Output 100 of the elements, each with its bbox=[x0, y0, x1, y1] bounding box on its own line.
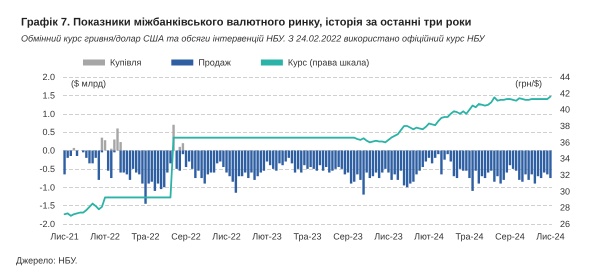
chart-title: Графік 7. Показники міжбанківського валютного ринку, історія за останні три роки bbox=[21, 16, 472, 28]
bar bbox=[272, 150, 274, 169]
bar bbox=[462, 150, 464, 171]
bar bbox=[353, 150, 356, 182]
bar bbox=[430, 150, 434, 164]
bar bbox=[328, 150, 331, 173]
y2-tick-label: 40 bbox=[560, 104, 570, 115]
bar bbox=[546, 150, 549, 174]
bar bbox=[350, 150, 352, 184]
bar bbox=[284, 150, 287, 162]
bar bbox=[212, 150, 216, 173]
bar bbox=[344, 150, 346, 174]
bar bbox=[175, 150, 178, 169]
bar bbox=[396, 150, 400, 180]
y-tick-label: 1.5 bbox=[42, 90, 55, 100]
bar bbox=[422, 150, 424, 168]
bar bbox=[534, 150, 536, 184]
bar bbox=[178, 146, 181, 150]
bar bbox=[337, 150, 340, 168]
bar bbox=[134, 150, 138, 173]
bar bbox=[499, 150, 502, 184]
y-tick-label: 2.0 bbox=[42, 72, 55, 82]
bar bbox=[194, 150, 197, 178]
y2-tick-label: 38 bbox=[560, 121, 570, 131]
bar bbox=[178, 150, 181, 171]
y2-tick-label: 32 bbox=[560, 170, 570, 180]
bar bbox=[275, 150, 278, 171]
y2-tick-label: 36 bbox=[560, 137, 570, 148]
bar bbox=[527, 150, 530, 180]
bar bbox=[372, 150, 374, 176]
bar bbox=[72, 148, 76, 150]
x-tick-label: Сер-22 bbox=[171, 232, 201, 242]
bar bbox=[493, 150, 496, 182]
bar bbox=[309, 150, 312, 168]
y-tick-label: -1.5 bbox=[39, 200, 55, 211]
y2-tick-label: 34 bbox=[560, 154, 570, 164]
bar bbox=[502, 150, 505, 180]
bar bbox=[91, 150, 94, 164]
bar bbox=[512, 150, 514, 169]
bar bbox=[122, 150, 125, 173]
bar bbox=[98, 150, 100, 180]
bar bbox=[63, 150, 66, 174]
bar bbox=[268, 150, 272, 166]
bar bbox=[440, 150, 443, 174]
x-tick-label: Лис-24 bbox=[536, 232, 565, 242]
bar bbox=[240, 150, 244, 176]
bar bbox=[316, 150, 318, 171]
bar bbox=[406, 150, 408, 188]
bar bbox=[478, 150, 480, 184]
bar bbox=[471, 150, 474, 191]
y-tick-label: -1.0 bbox=[39, 182, 55, 192]
y-tick-label: 0.5 bbox=[42, 127, 55, 138]
bar bbox=[331, 150, 334, 171]
y-tick-label: 0.0 bbox=[42, 146, 55, 156]
y-tick-label: -2.0 bbox=[39, 219, 55, 229]
bar bbox=[210, 150, 212, 173]
bar bbox=[119, 150, 122, 173]
bar bbox=[540, 150, 542, 178]
y2-tick-label: 42 bbox=[560, 88, 570, 98]
x-tick-label: Тра-22 bbox=[132, 232, 160, 242]
bar bbox=[521, 150, 524, 182]
legend-label: Продаж bbox=[198, 58, 231, 68]
x-tick-label: Лис-23 bbox=[374, 232, 403, 242]
y2-tick-label: 26 bbox=[560, 219, 570, 229]
y2-tick-label: 28 bbox=[560, 202, 570, 213]
bar bbox=[163, 150, 166, 188]
bar bbox=[154, 150, 156, 191]
bar bbox=[402, 150, 406, 186]
bar bbox=[384, 150, 387, 169]
bar bbox=[368, 150, 371, 178]
bar bbox=[253, 150, 256, 180]
legend-label: Купівля bbox=[110, 58, 142, 68]
bar bbox=[100, 138, 104, 150]
bar bbox=[281, 150, 284, 166]
bar bbox=[378, 150, 380, 178]
y-tick-label: 1.0 bbox=[42, 108, 55, 119]
x-tick-label: Лют-22 bbox=[90, 232, 120, 242]
bar bbox=[160, 150, 162, 190]
x-tick-label: Лют-24 bbox=[414, 232, 444, 242]
legend-label: Курс (права шкала) bbox=[288, 58, 370, 68]
x-tick-label: Лис-21 bbox=[50, 232, 79, 242]
x-tick-label: Тра-24 bbox=[455, 232, 484, 242]
y2-axis-title: (грн/$) bbox=[515, 78, 542, 88]
y2-tick-label: 30 bbox=[560, 186, 570, 196]
bar bbox=[418, 150, 421, 171]
bar bbox=[260, 150, 262, 173]
bar bbox=[110, 150, 112, 178]
bar bbox=[322, 150, 324, 171]
line-series bbox=[64, 96, 552, 217]
bar bbox=[412, 150, 415, 182]
text: Джерело: НБУ. bbox=[16, 256, 78, 266]
x-tick-label: Сер-24 bbox=[495, 232, 525, 242]
y2-tick-label: 44 bbox=[560, 72, 570, 82]
chart-subtitle: Обмінний курс гривня/долар США та обсяги інтервенцій НБУ. З 24.02.2022 використано офіційний курс НБУ bbox=[21, 34, 486, 44]
y-tick-label: -0.5 bbox=[39, 164, 55, 174]
x-tick-label: Тра-23 bbox=[293, 232, 322, 242]
bar bbox=[182, 143, 184, 150]
bar bbox=[234, 150, 238, 193]
bar bbox=[362, 150, 365, 195]
x-tick-label: Лис-22 bbox=[212, 232, 241, 242]
